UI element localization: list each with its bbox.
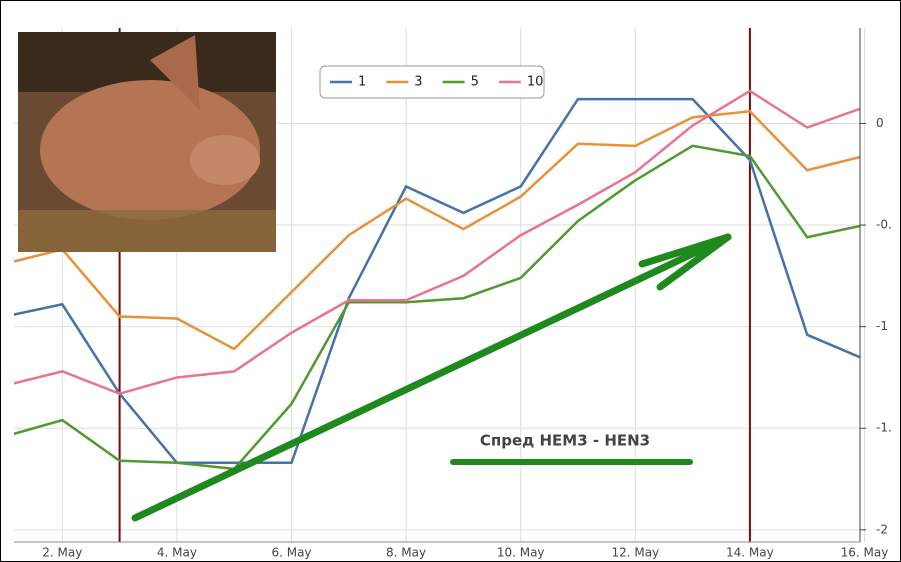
y-tick-label: -1. bbox=[876, 421, 892, 435]
y-tick-label: -1 bbox=[876, 319, 888, 333]
legend-label: 5 bbox=[471, 75, 479, 90]
annotation: Спред HEM3 - HEN3 bbox=[480, 432, 650, 450]
x-tick-label: 6. May bbox=[271, 546, 311, 560]
x-tick-label: 2. May bbox=[42, 546, 82, 560]
x-tick-label: 14. May bbox=[726, 546, 774, 560]
y-tick-label: -0. bbox=[876, 218, 892, 232]
y-tick-label: 0 bbox=[876, 116, 884, 130]
chart: Спред HEM3 - HEN3 1 3 5 10 0 -0. -1 -1. -2 2. Ma… bbox=[0, 0, 901, 562]
pig-photo bbox=[18, 32, 276, 252]
x-tick-label: 4. May bbox=[157, 546, 197, 560]
y-tick-label: -2 bbox=[876, 522, 888, 536]
legend-label: 1 bbox=[358, 75, 366, 90]
x-tick-label: 10. May bbox=[497, 546, 545, 560]
x-tick-label: 8. May bbox=[386, 546, 426, 560]
legend-label: 3 bbox=[414, 75, 422, 90]
x-tick-label: 16. May bbox=[841, 546, 889, 560]
x-tick-label: 12. May bbox=[611, 546, 659, 560]
legend-label: 10 bbox=[527, 75, 544, 90]
